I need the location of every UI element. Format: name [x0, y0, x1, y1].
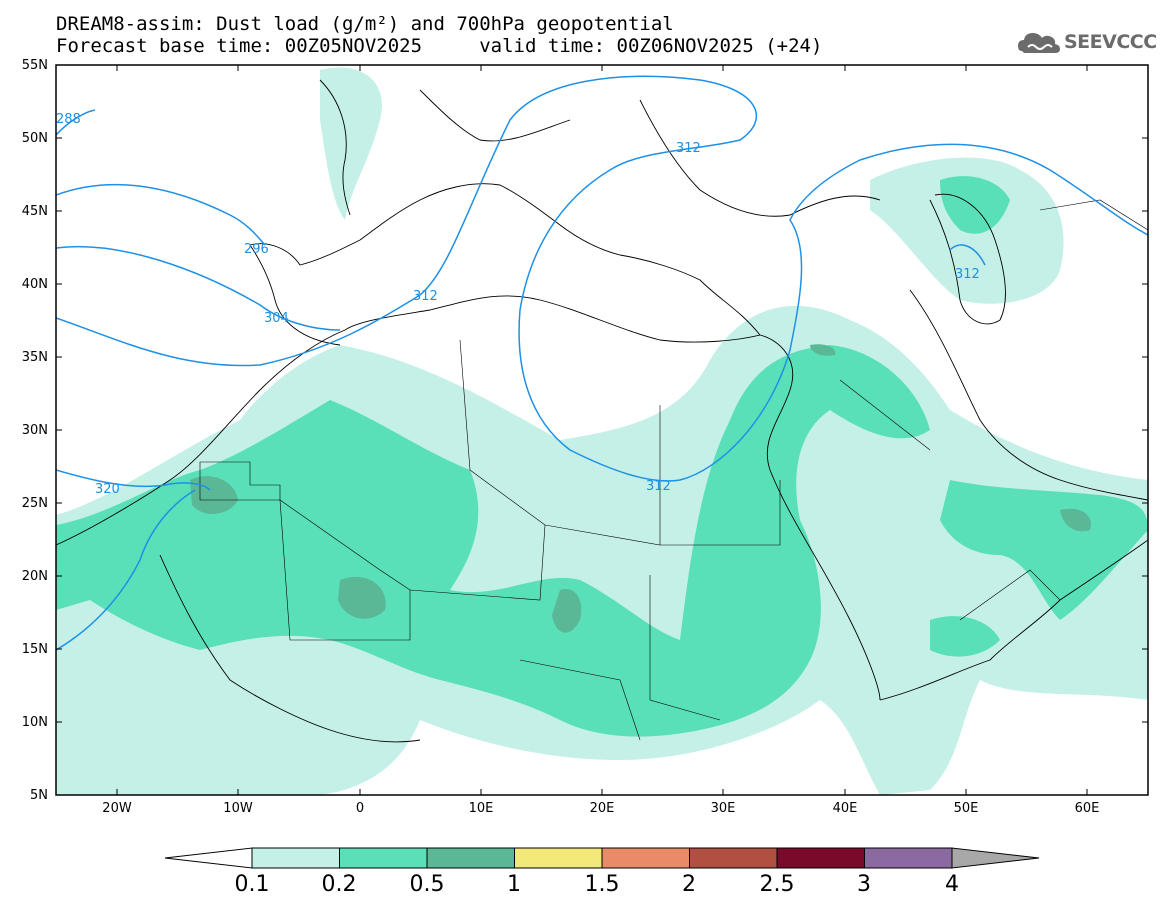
lon-label: 0 [355, 801, 365, 816]
dust-level-02 [56, 176, 1148, 737]
coastlines [56, 79, 1148, 743]
contour-label: 312 [646, 479, 671, 494]
colorbar-segment [339, 847, 428, 869]
colorbar-label: 1.5 [584, 872, 620, 897]
lat-label: 35N [21, 350, 48, 365]
lat-label: 40N [21, 277, 48, 292]
axis-ticks [56, 64, 1148, 796]
contour-label: 296 [244, 242, 269, 257]
colorbar-segment [426, 847, 515, 869]
colorbar-label: 1 [507, 872, 521, 897]
lon-label: 10E [468, 801, 494, 816]
lat-label: 50N [21, 131, 48, 146]
colorbar-segment [601, 847, 690, 869]
logo-text: SEEVCCC [1064, 31, 1157, 53]
lat-label: 45N [21, 204, 48, 219]
colorbar-label: 0.5 [409, 872, 445, 897]
lon-label: 20E [589, 801, 615, 816]
colorbar-label: 0.2 [321, 872, 357, 897]
cloud-icon [1018, 33, 1060, 53]
map-subtitle: Forecast base time: 00Z05NOV2025 valid t… [56, 35, 823, 57]
contour-label: 288 [56, 112, 81, 127]
colorbar-segment [776, 847, 865, 869]
contour-label: 320 [95, 482, 120, 497]
geopotential-contours [56, 75, 1148, 651]
colorbar-label: 2 [682, 872, 696, 897]
lon-label: 60E [1074, 801, 1100, 816]
lat-label: 55N [21, 58, 48, 73]
lon-label: 30E [710, 801, 736, 816]
lat-label: 30N [21, 423, 48, 438]
colorbar-label: 0.1 [234, 872, 270, 897]
colorbar-segment [514, 847, 603, 869]
lon-label: 40E [832, 801, 858, 816]
lat-label: 25N [21, 496, 48, 511]
lat-label: 10N [21, 715, 48, 730]
lat-label: 5N [30, 788, 48, 803]
lat-label: 20N [21, 569, 48, 584]
colorbar-label: 3 [857, 872, 871, 897]
lat-label: 15N [21, 642, 48, 657]
contour-label: 312 [676, 141, 701, 156]
map-title: DREAM8-assim: Dust load (g/m²) and 700hP… [56, 13, 674, 35]
lon-label: 10W [223, 801, 253, 816]
colorbar-right-arrow [951, 847, 1040, 869]
contour-label: 304 [264, 311, 289, 326]
colorbar-segment [864, 847, 953, 869]
colorbar-label: 2.5 [759, 872, 795, 897]
colorbar-segment [689, 847, 778, 869]
colorbar-left-arrow [164, 847, 253, 869]
seevccc-logo: SEEVCCC [1016, 25, 1157, 59]
colorbar-segment [251, 847, 340, 869]
lon-label: 20W [102, 801, 132, 816]
contour-label: 312 [955, 267, 980, 282]
contour-label: 312 [413, 289, 438, 304]
lon-label: 50E [953, 801, 979, 816]
country-borders [199, 199, 1148, 741]
colorbar-label: 4 [945, 872, 959, 897]
